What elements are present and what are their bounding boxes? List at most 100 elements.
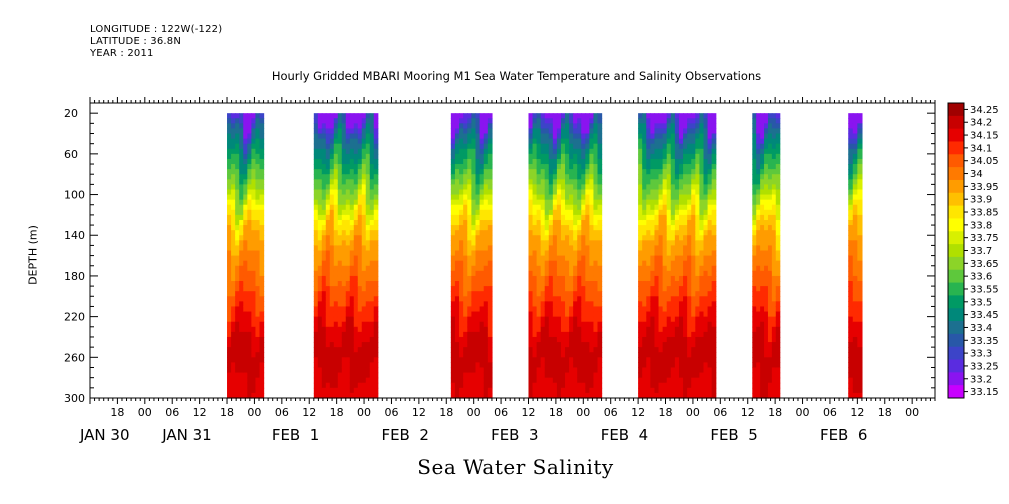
heatmap-cell [775,199,781,206]
heatmap-cell [259,286,265,292]
heatmap-cell [349,357,355,363]
heatmap-cell [450,387,456,394]
heatmap-cell [771,336,777,343]
heatmap-cell [475,357,481,363]
heatmap-cell [638,199,643,206]
heatmap-cell [329,281,335,287]
heatmap-cell [771,326,777,333]
heatmap-cell [548,291,554,297]
heatmap-cell [450,219,456,226]
heatmap-cell [662,194,668,201]
heatmap-cell [341,245,347,252]
heatmap-cell [670,311,676,318]
heatmap-cell [463,245,468,252]
heatmap-cell [654,204,660,211]
heatmap-cell [658,118,664,124]
heatmap-cell [349,225,355,231]
heatmap-cell [454,347,460,353]
heatmap-cell [459,352,464,358]
heatmap-cell [678,316,684,323]
heatmap-cell [369,281,375,287]
heatmap-cell [857,194,863,201]
heatmap-cell [479,199,485,206]
heatmap-cell [353,189,359,196]
heatmap-cell [548,245,554,252]
heatmap-cell [848,321,854,328]
heatmap-cell [565,372,570,379]
heatmap-cell [711,326,717,333]
heatmap-cell [454,138,460,145]
heatmap-cell [479,372,485,379]
heatmap-cell [771,153,777,160]
heatmap-cell [239,133,244,140]
heatmap-cell [251,326,257,333]
heatmap-cell [365,169,371,175]
heatmap-cell [642,372,647,379]
heatmap-cell [463,291,468,297]
heatmap-cell [227,169,232,175]
heatmap-cell [255,214,261,221]
heatmap-cell [321,164,327,170]
heatmap-cell [589,128,595,135]
heatmap-cell [577,331,582,338]
heatmap-cell [540,225,546,231]
heatmap-cell [341,214,347,221]
heatmap-cell [589,377,595,384]
heatmap-cell [593,387,599,394]
heatmap-cell [658,204,664,211]
heatmap-cell [357,321,363,328]
heatmap-cell [337,240,343,247]
heatmap-cell [239,321,244,328]
heatmap-cell [251,153,257,160]
heatmap-cell [333,311,339,318]
heatmap-cell [321,204,327,211]
heatmap-cell [556,219,562,226]
heatmap-cell [764,184,769,191]
heatmap-cell [373,260,379,267]
heatmap-cell [536,326,542,333]
heatmap-cell [528,352,534,358]
heatmap-cell [764,306,769,313]
heatmap-cell [703,219,709,226]
heatmap-cell [638,189,643,196]
heatmap-cell [642,265,647,272]
heatmap-cell [852,362,858,369]
heatmap-cell [756,240,761,247]
heatmap-cell [646,387,651,394]
heatmap-cell [638,255,643,262]
heatmap-cell [654,123,660,130]
heatmap-cell [345,199,351,206]
heatmap-cell [353,164,359,170]
heatmap-cell [548,357,554,363]
heatmap-cell [454,306,460,313]
heatmap-cell [597,230,603,236]
heatmap-cell [678,240,684,247]
heatmap-cell [852,275,858,282]
heatmap-cell [349,377,355,384]
heatmap-cell [678,199,684,206]
heatmap-cell [373,225,379,231]
heatmap-cell [373,387,379,394]
heatmap-cell [321,123,327,130]
heatmap-cell [325,194,331,201]
heatmap-cell [642,301,647,308]
heatmap-cell [325,219,331,226]
heatmap-cell [552,357,558,363]
heatmap-cell [373,336,379,343]
heatmap-cell [683,214,688,221]
heatmap-cell [852,372,858,379]
heatmap-cell [683,113,688,119]
heatmap-cell [703,235,709,241]
heatmap-cell [589,235,595,241]
heatmap-cell [662,270,668,277]
heatmap-cell [349,392,355,399]
data-segment [528,113,603,399]
heatmap-cell [369,255,375,262]
heatmap-cell [463,357,468,363]
heatmap-cell [585,214,590,221]
heatmap-cell [544,118,550,124]
heatmap-cell [560,367,566,374]
y-tick-label: 300 [64,392,85,405]
heatmap-cell [353,219,359,226]
heatmap-cell [479,291,485,297]
